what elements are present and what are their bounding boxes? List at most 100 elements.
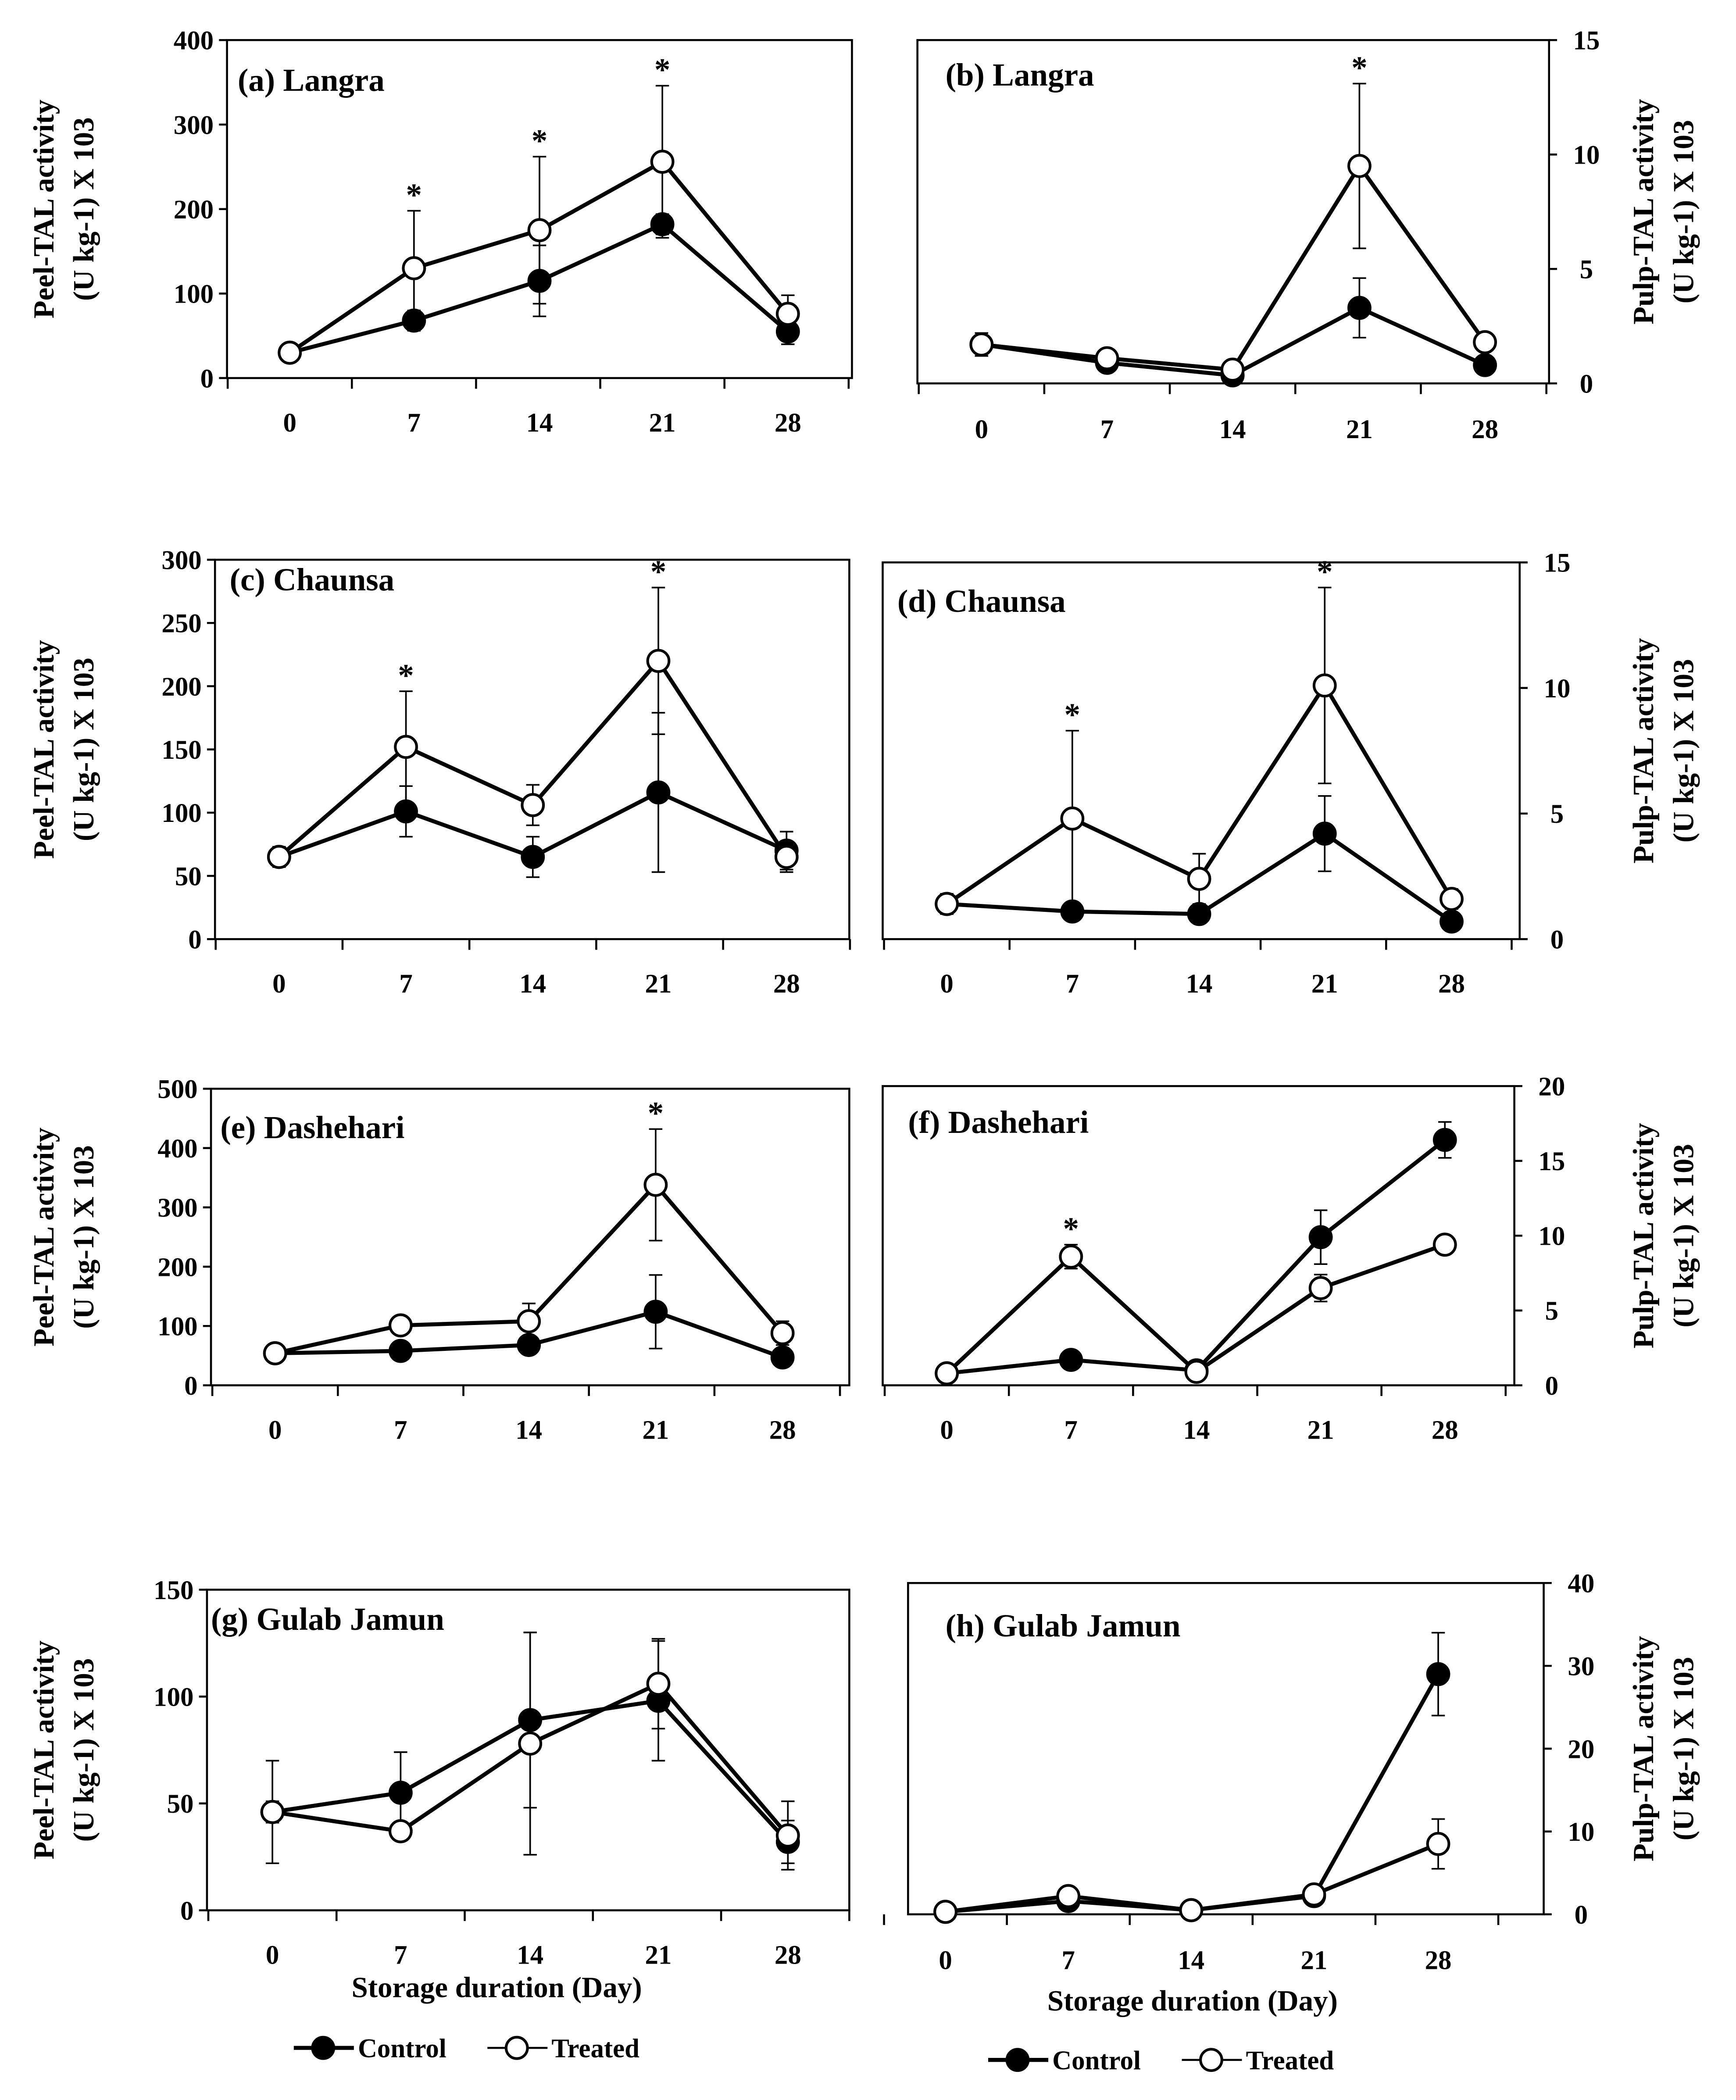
data-point-treated	[935, 892, 959, 916]
y-tick-label: 300	[174, 111, 214, 140]
panel-h: 0 7 14 21 28 0 10 20 30 40 Pulp-TAL activity (U kg-…	[883, 1569, 1700, 2017]
y-tick-label: 15	[1573, 26, 1600, 56]
x-tick-label: 21	[642, 1415, 669, 1445]
data-point-treated	[1220, 357, 1245, 382]
legend-marker-treated	[1199, 2048, 1223, 2072]
plot-frame	[206, 1589, 850, 1911]
legend-label-control: Control	[1052, 2046, 1141, 2075]
series-line	[981, 162, 1487, 372]
data-point-treated	[1432, 1232, 1457, 1257]
significance-asterisk: *	[1351, 50, 1368, 85]
x-tick-label: 7	[1064, 1415, 1078, 1445]
significance-asterisk: *	[1317, 554, 1333, 589]
data-point-treated	[388, 1819, 413, 1843]
panel-title: (d) Chaunsa	[897, 583, 1066, 619]
y-axis-title: Peel-TAL activity	[28, 100, 60, 318]
y-tick-label: 250	[161, 609, 201, 639]
data-point-treated	[517, 1309, 541, 1333]
data-point-treated	[1059, 1244, 1083, 1269]
y-tick-label: 0	[200, 364, 214, 393]
data-point-treated	[1312, 673, 1337, 698]
data-point-control	[388, 1339, 413, 1363]
panel-b: 0 7 14 21 28 0 5 10 15 Pulp-TAL activity (U kg-1) …	[916, 26, 1700, 444]
x-tick-label: 14	[1219, 415, 1246, 444]
legend-marker-control	[311, 2036, 336, 2060]
x-tick-label: 7	[1061, 1946, 1075, 1975]
data-point-treated	[770, 1321, 795, 1345]
y-tick-label: 40	[1568, 1569, 1594, 1599]
x-tick-label: 28	[775, 408, 801, 438]
data-point-treated	[1184, 1360, 1209, 1384]
data-point-control	[650, 212, 675, 236]
legend-marker-treated	[504, 2036, 529, 2060]
series-line	[945, 1673, 1440, 1914]
data-point-control	[1187, 902, 1211, 926]
x-tick-label: 7	[1100, 415, 1114, 444]
x-tick-label: 28	[1438, 969, 1465, 999]
panel-title: (e) Dashehari	[220, 1110, 404, 1145]
data-point-treated	[1187, 867, 1211, 891]
y-tick-label: 100	[161, 799, 201, 828]
x-tick-label: 0	[272, 969, 286, 999]
data-point-treated	[527, 218, 552, 243]
y-tick-label: 0	[1550, 925, 1564, 955]
data-point-treated	[1308, 1276, 1333, 1300]
x-tick-label: 28	[769, 1415, 796, 1445]
y-tick-label: 10	[1568, 1818, 1594, 1847]
x-tick-label: 14	[517, 1940, 543, 1970]
data-point-treated	[774, 845, 799, 869]
data-point-treated	[1179, 1898, 1204, 1922]
data-point-treated	[646, 1671, 671, 1696]
data-point-treated	[402, 256, 426, 280]
y-axis-title: Pulp-TAL activity	[1627, 1123, 1660, 1348]
x-tick-label: 21	[1307, 1415, 1334, 1445]
y-axis-unit: (U kg-1) X 103	[1668, 1144, 1700, 1328]
data-point-control	[1060, 899, 1085, 924]
y-tick-label: 5	[1545, 1296, 1558, 1326]
y-axis-title: Pulp-TAL activity	[1627, 1636, 1660, 1861]
panel-c: 0 7 14 21 28 0 50 100 150 200 250 300 Peel-TAL activ…	[28, 546, 851, 999]
y-tick-label: 500	[157, 1075, 197, 1104]
y-tick-label: 200	[161, 672, 201, 702]
data-point-control	[521, 845, 545, 869]
data-point-treated	[260, 1800, 285, 1824]
legend-label-treated: Treated	[551, 2034, 639, 2064]
x-tick-label: 7	[394, 1940, 407, 1970]
panel-title: (c) Chaunsa	[230, 562, 395, 597]
data-point-control	[1426, 1662, 1450, 1686]
panel-g: 0 7 14 21 28 0 50 100 150 Peel-TAL activity (U kg-…	[28, 1576, 850, 2004]
panel-title: (g) Gulab Jamun	[211, 1601, 444, 1637]
y-axis-title: Pulp-TAL activity	[1627, 99, 1660, 325]
x-tick-label: 7	[1066, 969, 1079, 999]
data-point-treated	[1426, 1832, 1450, 1856]
data-point-control	[527, 269, 552, 293]
y-axis-title: Peel-TAL activity	[28, 1640, 60, 1859]
data-point-treated	[969, 332, 994, 357]
data-point-treated	[388, 1313, 413, 1338]
data-point-control	[1473, 353, 1497, 377]
y-axis-unit: (U kg-1) X 103	[68, 1145, 100, 1329]
x-tick-label: 28	[1432, 1415, 1458, 1445]
data-point-treated	[394, 735, 418, 759]
x-tick-label: 28	[1425, 1946, 1452, 1975]
x-tick-label: 21	[1300, 1946, 1327, 1975]
legend: Control Treated	[988, 2046, 1334, 2075]
data-point-treated	[267, 845, 291, 869]
panel-title: (a) Langra	[238, 62, 385, 98]
y-tick-label: 20	[1568, 1735, 1594, 1764]
y-tick-label: 0	[1545, 1371, 1558, 1401]
y-tick-label: 0	[1580, 369, 1593, 399]
legend-marker-control	[1005, 2048, 1030, 2072]
series-line	[947, 1138, 1447, 1375]
panel-title: (b) Langra	[946, 57, 1094, 93]
x-tick-label: 7	[394, 1415, 407, 1445]
y-tick-label: 100	[174, 280, 214, 309]
y-axis-title: Pulp-TAL activity	[1627, 638, 1660, 864]
y-tick-label: 400	[174, 26, 214, 56]
x-tick-label: 28	[1472, 415, 1498, 444]
y-axis-unit: (U kg-1) X 103	[1668, 1657, 1700, 1841]
y-tick-label: 300	[157, 1193, 197, 1223]
panel-a: 0 7 14 21 28 0 100 200 300 400 Peel-TAL activity (U…	[28, 26, 853, 438]
x-axis-title: Storage duration (Day)	[1047, 1985, 1338, 2017]
